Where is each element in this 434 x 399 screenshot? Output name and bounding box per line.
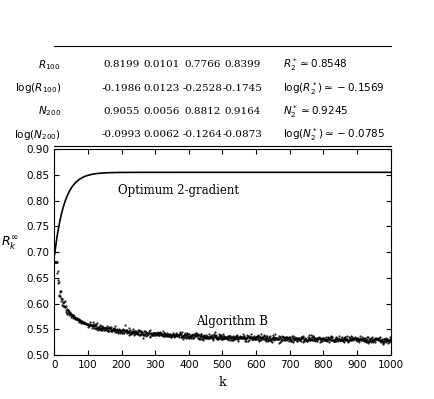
Text: $R_2^* \simeq 0.8548$: $R_2^* \simeq 0.8548$ (283, 56, 348, 73)
Text: 0.0062: 0.0062 (144, 130, 180, 140)
Text: -0.0993: -0.0993 (102, 130, 141, 140)
Text: -0.0873: -0.0873 (223, 130, 263, 140)
Text: 0.0123: 0.0123 (144, 84, 180, 93)
Text: $\log(N_{200})$: $\log(N_{200})$ (14, 128, 61, 142)
Text: -0.2528: -0.2528 (182, 84, 222, 93)
Text: Algorithm B: Algorithm B (197, 315, 269, 328)
Text: 0.9164: 0.9164 (224, 107, 261, 116)
Text: -0.1264: -0.1264 (182, 130, 222, 140)
Text: Optimum 2-gradient: Optimum 2-gradient (118, 184, 239, 197)
Text: 0.8812: 0.8812 (184, 107, 220, 116)
Text: -0.1986: -0.1986 (102, 84, 141, 93)
Text: 0.7766: 0.7766 (184, 60, 220, 69)
Text: $R_{100}$: $R_{100}$ (38, 58, 61, 72)
Text: 0.9055: 0.9055 (103, 107, 140, 116)
Text: 0.0101: 0.0101 (144, 60, 180, 69)
Text: $\log(R_2^*) \simeq -0.1569$: $\log(R_2^*) \simeq -0.1569$ (283, 80, 385, 97)
Text: $\log(R_{100})$: $\log(R_{100})$ (15, 81, 61, 95)
Y-axis label: $R_k^{\infty}$: $R_k^{\infty}$ (0, 234, 19, 252)
Text: $N_2^* \simeq 0.9245$: $N_2^* \simeq 0.9245$ (283, 103, 349, 120)
Text: 0.8199: 0.8199 (103, 60, 140, 69)
Text: 0.8399: 0.8399 (224, 60, 261, 69)
Text: 0.0056: 0.0056 (144, 107, 180, 116)
Text: $\log(N_2^*) \simeq -0.0785$: $\log(N_2^*) \simeq -0.0785$ (283, 126, 385, 143)
X-axis label: k: k (219, 375, 226, 389)
Text: -0.1745: -0.1745 (223, 84, 263, 93)
Text: $N_{200}$: $N_{200}$ (38, 105, 61, 119)
